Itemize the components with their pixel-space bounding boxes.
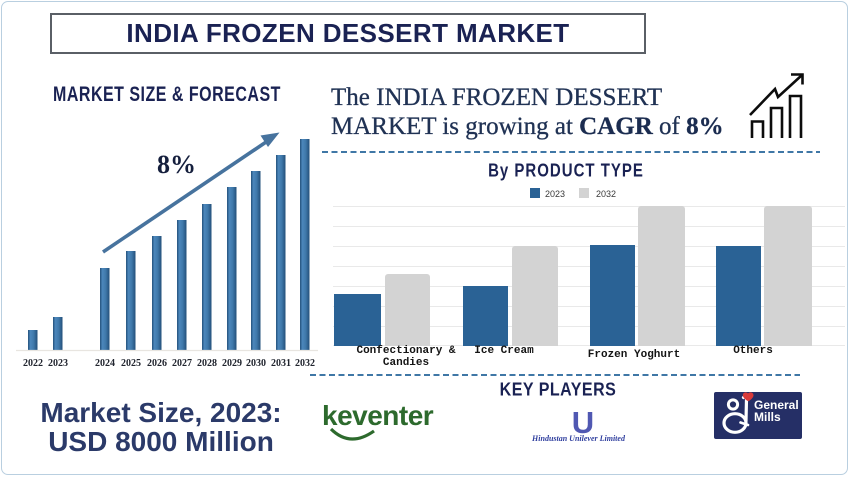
svg-text:Mills: Mills [754, 410, 781, 424]
svg-text:General: General [754, 398, 799, 412]
